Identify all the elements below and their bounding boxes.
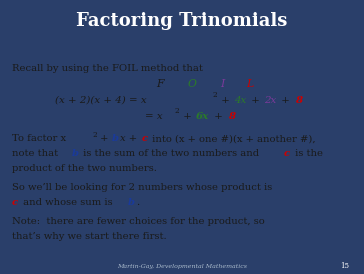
- Text: and whose sum is: and whose sum is: [20, 198, 116, 207]
- Text: +: +: [218, 96, 233, 104]
- Text: 8: 8: [295, 96, 302, 104]
- Text: +: +: [248, 96, 263, 104]
- Text: b: b: [128, 198, 135, 207]
- Text: (x + 2)(x + 4) = x: (x + 2)(x + 4) = x: [55, 96, 147, 104]
- Text: is the: is the: [292, 149, 323, 158]
- Text: 2: 2: [92, 131, 96, 139]
- Text: O: O: [187, 79, 197, 89]
- Text: Factoring Trinomials: Factoring Trinomials: [76, 12, 288, 30]
- Text: x +: x +: [120, 134, 140, 143]
- Text: +: +: [278, 96, 293, 104]
- Text: +: +: [211, 112, 226, 121]
- Text: 8: 8: [228, 112, 235, 121]
- Text: I: I: [220, 79, 224, 89]
- Text: 6x: 6x: [196, 112, 209, 121]
- Text: note that: note that: [12, 149, 61, 158]
- Text: into (x + one #)(x + another #),: into (x + one #)(x + another #),: [149, 134, 316, 143]
- Text: b: b: [112, 134, 119, 143]
- Text: To factor x: To factor x: [12, 134, 66, 143]
- Text: .: .: [136, 198, 139, 207]
- Text: So we’ll be looking for 2 numbers whose product is: So we’ll be looking for 2 numbers whose …: [12, 183, 272, 192]
- Text: = x: = x: [145, 112, 163, 121]
- Text: c: c: [142, 134, 148, 143]
- Text: 15: 15: [340, 262, 349, 270]
- Text: that’s why we start there first.: that’s why we start there first.: [12, 232, 167, 241]
- Text: 4x: 4x: [234, 96, 246, 104]
- Text: is the sum of the two numbers and: is the sum of the two numbers and: [80, 149, 262, 158]
- Text: c: c: [12, 198, 18, 207]
- Text: +: +: [97, 134, 111, 143]
- Text: 2x: 2x: [264, 96, 276, 104]
- Text: +: +: [180, 112, 195, 121]
- Text: product of the two numbers.: product of the two numbers.: [12, 164, 157, 173]
- Text: 2: 2: [175, 107, 180, 115]
- Text: Martin-Gay, Developmental Mathematics: Martin-Gay, Developmental Mathematics: [117, 264, 247, 269]
- Text: b: b: [72, 149, 79, 158]
- Text: L: L: [246, 79, 254, 89]
- Text: c: c: [284, 149, 290, 158]
- Text: 2: 2: [213, 91, 218, 99]
- Text: Note:  there are fewer choices for the product, so: Note: there are fewer choices for the pr…: [12, 217, 265, 226]
- Text: F: F: [156, 79, 164, 89]
- Text: Recall by using the FOIL method that: Recall by using the FOIL method that: [12, 64, 203, 73]
